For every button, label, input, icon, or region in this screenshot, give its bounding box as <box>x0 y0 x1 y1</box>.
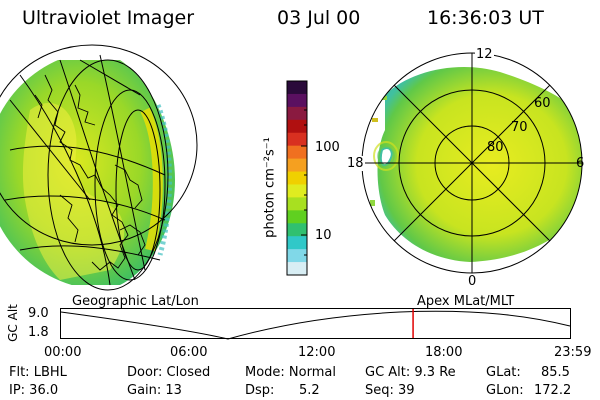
alt-xtick-2: 12:00 <box>298 345 336 360</box>
info-glon-label: GLon: <box>486 383 524 398</box>
right-panel-label: Apex MLat/MLT <box>417 294 515 309</box>
mlt-label-0: 0 <box>468 274 477 289</box>
mlt-label-6: 6 <box>576 156 585 171</box>
colorbar-swatch <box>287 223 307 237</box>
info-glon-value: 172.2 <box>534 383 572 398</box>
coastline <box>34 74 146 271</box>
colorbar-tick-100: 100 <box>315 140 340 155</box>
alt-xtick-0: 00:00 <box>44 345 82 360</box>
left-panel-label: Geographic Lat/Lon <box>72 294 199 309</box>
info-seq: Seq: 39 <box>365 383 415 398</box>
alt-xtick-3: 18:00 <box>425 345 463 360</box>
colorbar-swatch <box>287 106 307 121</box>
info-gain: Gain: 13 <box>127 383 182 398</box>
colorbar-swatch <box>287 81 307 95</box>
altitude-plot <box>60 308 571 340</box>
lat-label-70: 70 <box>511 120 528 135</box>
alt-ytick-1-8: 1.8 <box>28 325 49 340</box>
colorbar-swatch <box>287 210 307 224</box>
alt-ylabel: GC Alt <box>5 304 20 342</box>
info-flt: Flt: LBHL <box>9 365 67 380</box>
colorbar-swatch <box>287 184 307 198</box>
lat-label-60: 60 <box>534 96 551 111</box>
info-ip: IP: 36.0 <box>9 383 59 398</box>
app-title: Ultraviolet Imager <box>22 7 195 29</box>
mlt-label-12: 12 <box>475 47 494 62</box>
alt-xtick-4: 23:59 <box>554 345 592 360</box>
colorbar-swatch <box>287 119 307 134</box>
colorbar-tick-10: 10 <box>315 228 332 243</box>
date-label: 03 Jul 00 <box>277 7 361 29</box>
alt-ytick-9: 9.0 <box>28 306 49 321</box>
info-glat-value: 85.5 <box>541 365 570 380</box>
colorbar-swatch <box>287 93 307 108</box>
lat-lon-grid <box>0 44 198 291</box>
info-mode: Mode: Normal <box>245 365 336 380</box>
info-dsp-label: Dsp: <box>245 383 275 398</box>
info-glat-label: GLat: <box>486 365 521 380</box>
colorbar-swatch <box>287 197 307 211</box>
colorbar-swatch <box>287 236 307 250</box>
colorbar-swatch <box>287 249 307 263</box>
info-door: Door: Closed <box>127 365 211 380</box>
alt-xtick-1: 06:00 <box>170 345 208 360</box>
colorbar <box>286 80 308 276</box>
info-gcalt: GC Alt: 9.3 Re <box>365 365 456 380</box>
colorbar-swatch <box>287 158 307 173</box>
colorbar-swatch <box>287 132 307 147</box>
colorbar-frame <box>286 80 308 276</box>
polar-grid <box>361 52 583 274</box>
colorbar-swatch <box>287 262 307 276</box>
lat-label-80: 80 <box>487 140 504 155</box>
time-label: 16:36:03 UT <box>427 7 544 29</box>
colorbar-swatch <box>287 145 307 160</box>
info-dsp-value: 5.2 <box>299 383 320 398</box>
colorbar-swatch <box>287 171 307 185</box>
mlt-label-18: 18 <box>346 156 365 171</box>
